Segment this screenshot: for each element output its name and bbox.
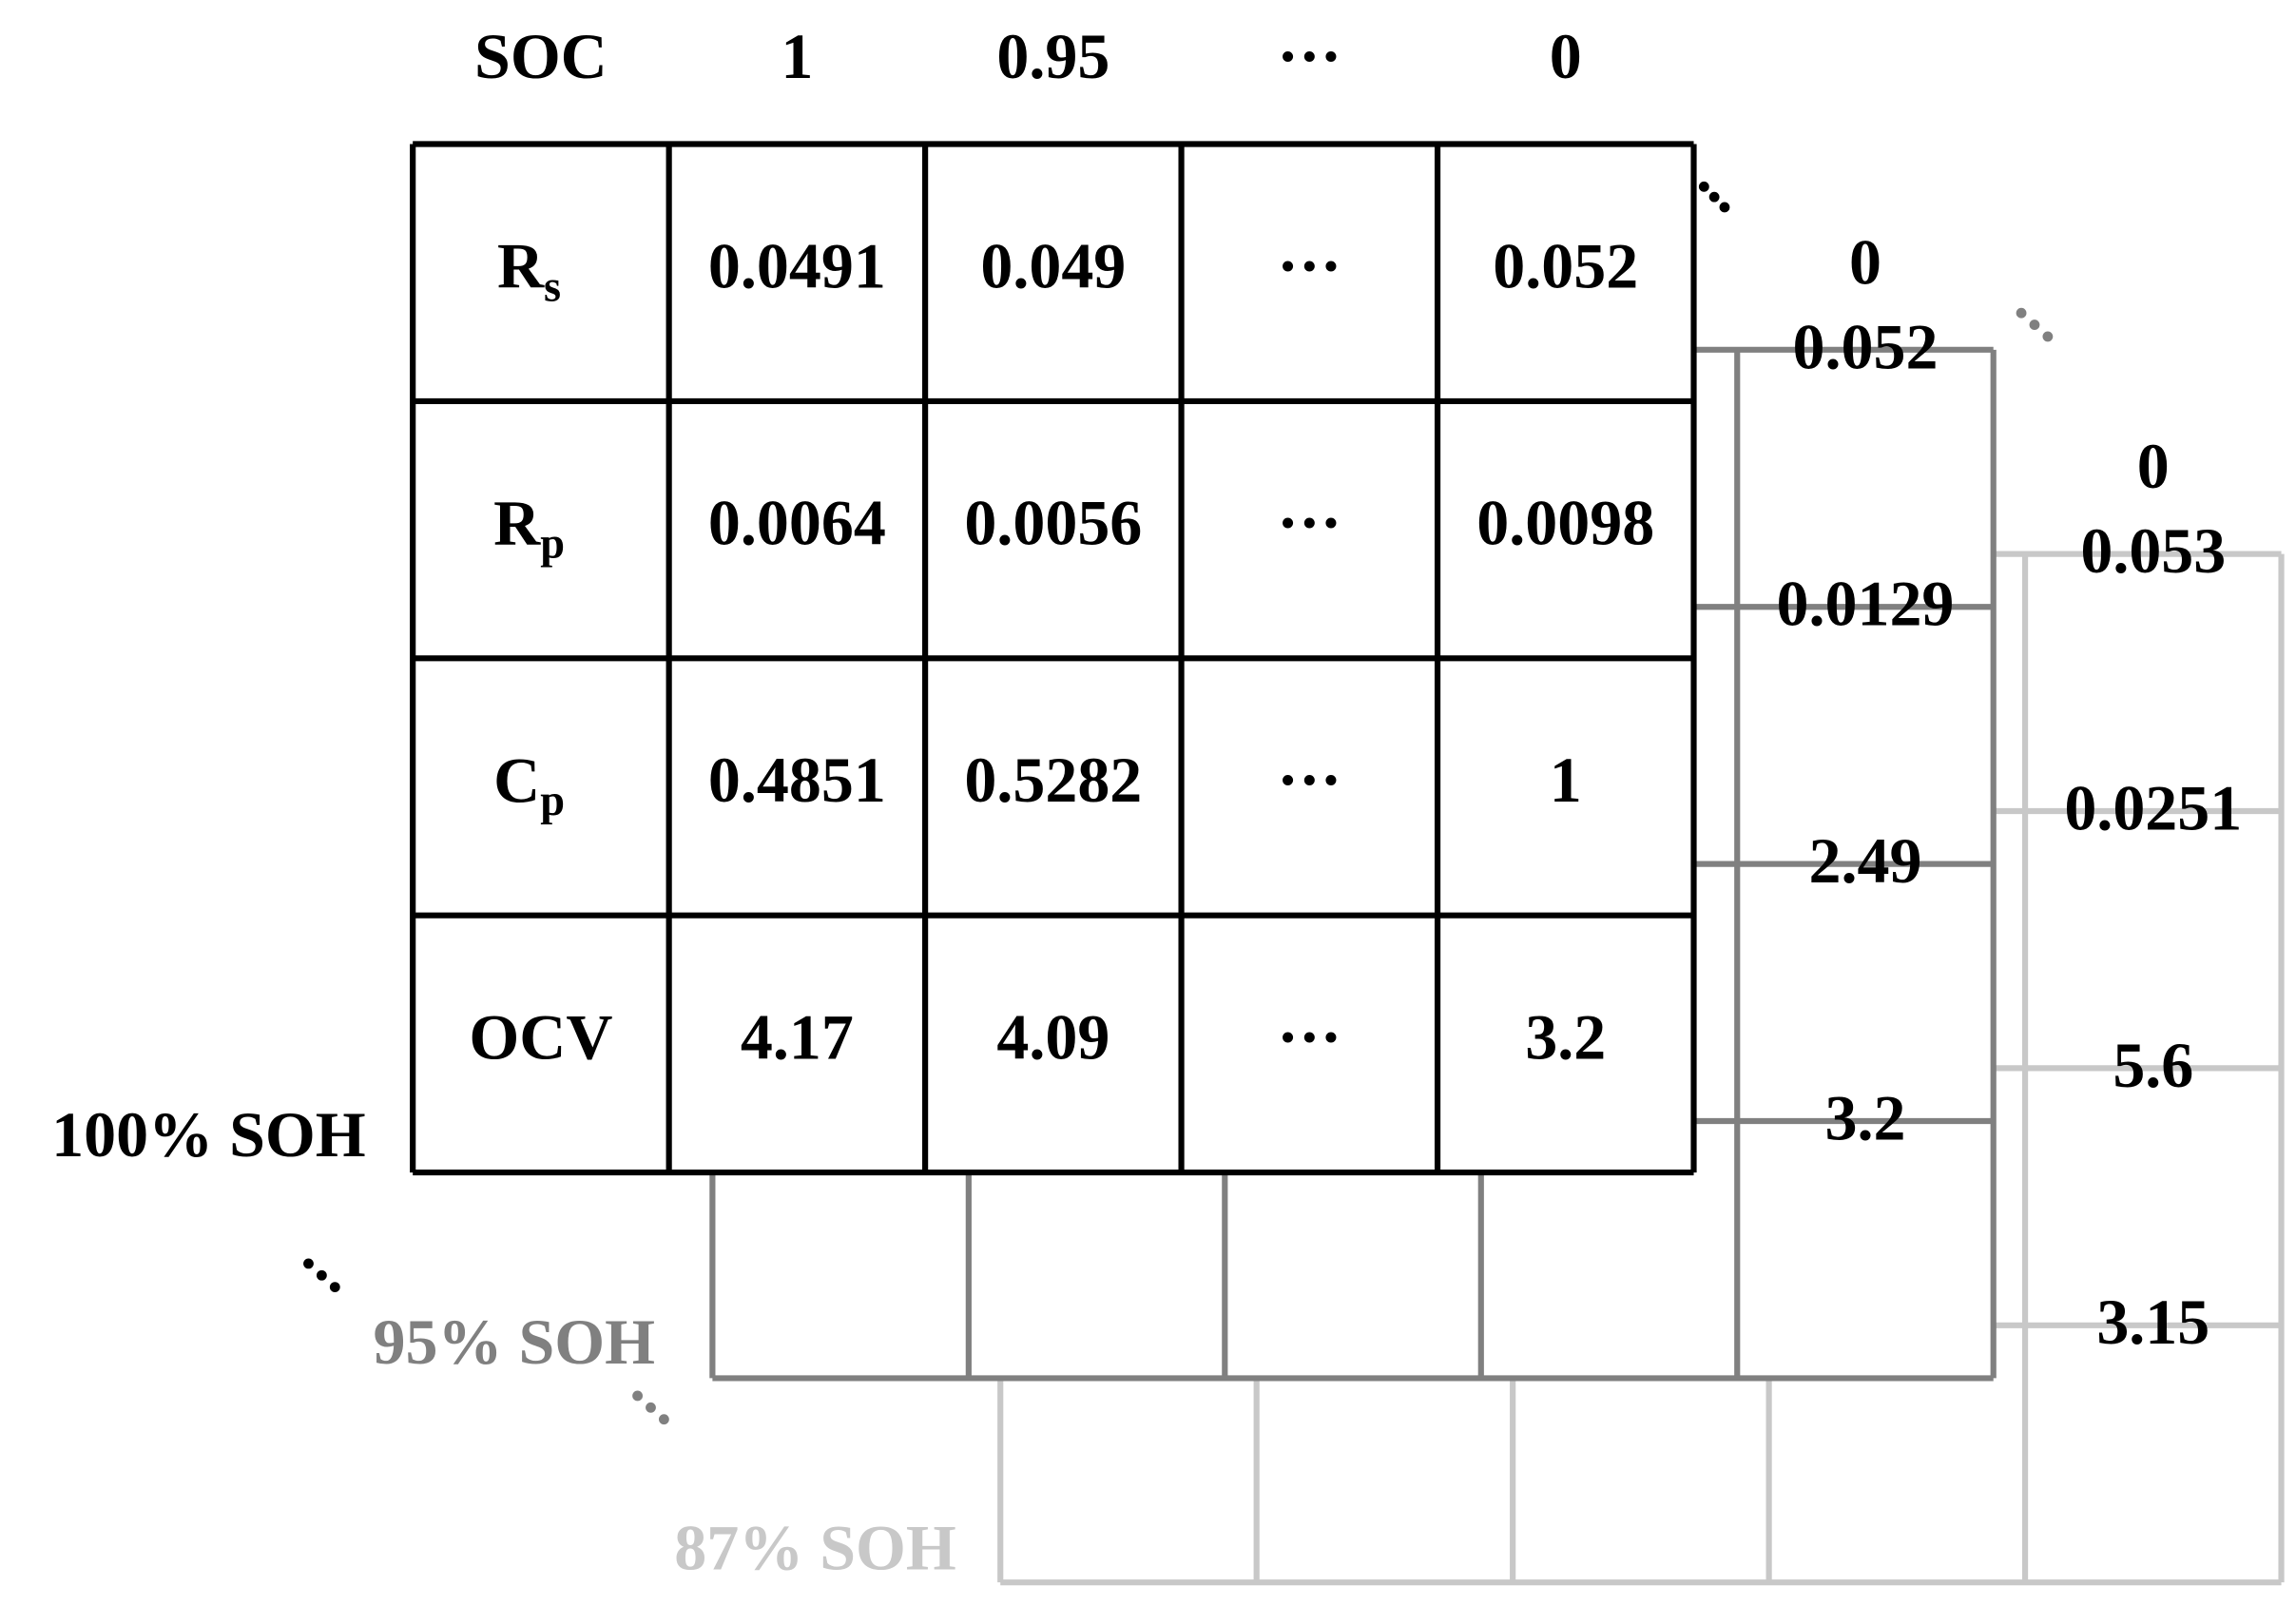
soc-header: 1 <box>781 20 813 92</box>
cell-text: 0.0098 <box>1476 487 1654 559</box>
cell-text: Rs <box>497 229 561 311</box>
symbol: C <box>493 744 540 816</box>
cell-text: ··· <box>1277 487 1341 559</box>
subscript: s <box>544 262 561 311</box>
soh-label: 100% SOH <box>51 1098 365 1171</box>
cell-text: 3.15 <box>2096 1286 2209 1358</box>
cell-text: 2.49 <box>1808 824 1921 897</box>
cell-text: Rp <box>493 487 565 569</box>
cell-text: 0.0491 <box>708 229 886 301</box>
cell-text: 0.4851 <box>708 744 886 816</box>
cell-text: 0.0129 <box>1777 568 1955 640</box>
symbol: R <box>497 229 545 301</box>
symbol: R <box>493 487 541 559</box>
cell-text: ··· <box>1277 744 1341 816</box>
cell-text: ··· <box>1277 1000 1341 1073</box>
ellipsis-dots <box>303 181 1730 1293</box>
cell-text: 4.09 <box>996 1000 1109 1073</box>
cell-text: 3.2 <box>1824 1081 1905 1153</box>
ellipsis-dots <box>632 307 2054 1425</box>
cell-text: 5.6 <box>2113 1029 2193 1101</box>
cell-text: 0.0251 <box>2064 771 2242 843</box>
cell-text: OCV <box>469 1000 612 1073</box>
cell-text: 3.2 <box>1525 1000 1606 1073</box>
soh-label: 87% SOH <box>674 1511 955 1583</box>
column-header: 0 <box>1849 225 1881 298</box>
soc-header: SOC <box>474 20 608 92</box>
subscript: p <box>540 777 565 825</box>
table-100-soh: SOC 1 0.95 ··· 0 Rs 0.0491 0.049 ··· 0.052 Rp 0.006… <box>51 20 1697 1176</box>
cell-text: 0.0056 <box>964 487 1142 559</box>
cell-text: 4.17 <box>741 1000 854 1073</box>
soc-header: 0.95 <box>996 20 1109 92</box>
soh-label: 95% SOH <box>374 1306 655 1378</box>
cell-text: ··· <box>1277 229 1341 301</box>
cell-text: 1 <box>1550 744 1582 816</box>
cell-text: 0.053 <box>2080 514 2226 587</box>
soc-header: 0 <box>1550 20 1582 92</box>
cell-text: Cp <box>493 744 565 825</box>
cell-text: 0.052 <box>1493 229 1638 301</box>
column-header: 0 <box>2137 430 2170 502</box>
cell-text: 0.049 <box>980 229 1126 301</box>
soc-header: ··· <box>1277 20 1341 92</box>
cell-text: 0.5282 <box>964 744 1142 816</box>
cell-text: 0.0064 <box>708 487 886 559</box>
subscript: p <box>540 519 565 568</box>
cell-text: 0.052 <box>1793 310 1939 382</box>
